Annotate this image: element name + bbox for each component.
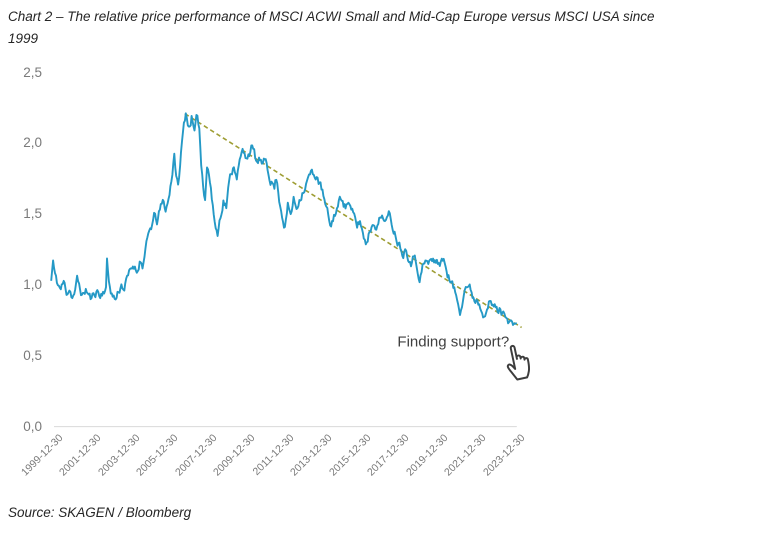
finding-support-annotation: Finding support?: [397, 333, 510, 351]
trend-line: [184, 112, 523, 329]
y-axis-label: 2,0: [23, 135, 42, 151]
hand-pointer-cursor-icon: [506, 344, 531, 381]
source-caption: Source: SKAGEN / Bloomberg: [8, 505, 192, 520]
chart-title-line2: 1999: [8, 31, 39, 46]
y-axis-label: 0,5: [23, 347, 42, 363]
y-axis-label: 0,0: [23, 418, 42, 434]
chart-title-line1: Chart 2 – The relative price performance…: [8, 9, 655, 24]
price-ratio-line: [50, 112, 518, 326]
y-axis-label: 1,5: [23, 206, 42, 222]
y-axis-label: 2,5: [23, 64, 42, 80]
y-axis-label: 1,0: [23, 277, 42, 292]
chart-title: Chart 2 – The relative price performance…: [8, 6, 728, 50]
